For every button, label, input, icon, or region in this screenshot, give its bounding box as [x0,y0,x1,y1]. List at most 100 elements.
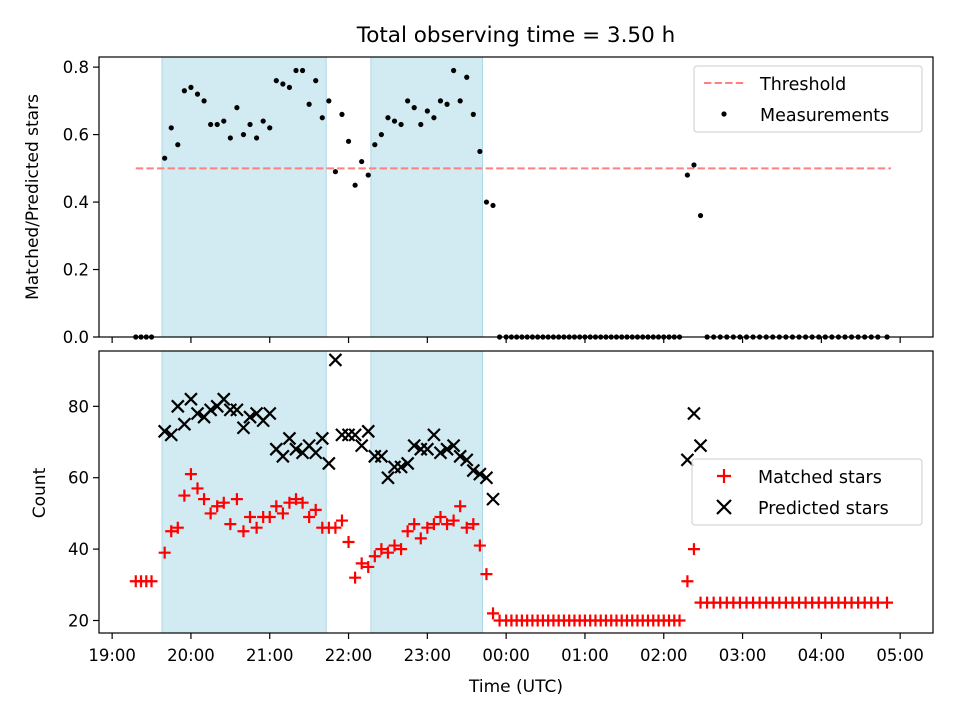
matched-stars-marker [178,489,191,502]
observing-window-shade [370,56,484,338]
observing-window-shades [161,350,484,634]
predicted-stars-marker [354,438,369,453]
matched-stars-marker [427,518,440,531]
observing-window-shade [161,56,327,338]
matched-stars-marker [217,496,230,509]
predicted-stars-marker [203,403,218,417]
matched-stars-marker [381,546,394,559]
measurement-point [352,182,358,188]
matched-legend-label: Matched stars [758,468,882,488]
measurement-point [418,121,424,128]
x-tick-label: 21:00 [246,646,294,665]
matched-stars-marker [309,503,322,516]
predicted-legend-swatch [716,499,732,515]
measurements-legend-label: Measurements [760,106,889,126]
matched-stars-marker [290,493,303,506]
measurement-point [168,125,174,131]
x-tick-label: 05:00 [876,646,924,665]
predicted-stars-marker [440,442,454,456]
predicted-stars-marker [453,449,467,464]
measurement-point [490,202,496,209]
matched-stars-marker [480,568,493,581]
x-axis-label: Time (UTC) [468,677,563,697]
threshold-legend-label: Threshold [759,75,846,95]
measurement-point [234,105,240,111]
measurement-point [299,67,306,74]
matched-stars-marker [467,518,480,531]
count-panel: 20 40 60 80 19:00 20:00 21:00 22:00 23:00 00:00 01… [30,350,934,697]
x-tick-label: 22:00 [325,646,373,665]
predicted-stars-marker [190,406,205,421]
count-axes: 20 40 60 80 19:00 20:00 21:00 22:00 23:00 00:00 01… [68,350,934,665]
measurement-point [378,131,384,138]
y-tick-label: 80 [68,397,89,416]
measurement-point [405,98,411,104]
predicted-stars-marker [177,417,192,431]
matched-stars-marker [145,575,158,588]
predicted-stars-marker [680,453,695,467]
measurement-point [162,155,168,161]
observing-window-shade [161,350,327,634]
matched-stars-marker [263,510,276,523]
observing-window-shade [370,350,484,634]
measurement-point [437,98,444,104]
x-tick-label: 00:00 [482,646,530,665]
matched-stars-marker [191,482,204,495]
observing-window-shades [161,56,484,338]
measurement-point [326,98,332,104]
measurement-point [684,172,690,178]
matched-legend-swatch [717,469,731,483]
measurements-legend-swatch [721,111,727,117]
x-tick-label: 20:00 [167,646,215,665]
matched-stars-marker [303,510,316,523]
figure-title: Total observing time = 3.50 h [356,23,676,48]
predicted-stars-marker [236,420,251,435]
measurement-point [424,108,430,114]
measurement-point [273,78,279,84]
x-tick-label: 04:00 [798,646,846,665]
measurement-point [175,142,181,148]
measurement-point [313,78,319,84]
predicted-stars-marker [164,428,179,442]
matched-stars-marker [283,496,296,509]
y-tick-label: 0.6 [63,126,89,145]
matched-stars-marker [158,546,171,559]
matched-stars-marker [454,500,467,513]
measurement-point [319,115,325,121]
predicted-stars-marker [407,438,421,453]
matched-stars-marker [198,493,211,506]
y-tick-label: 0.4 [63,193,89,212]
matched-stars-marker [171,521,184,534]
predicted-stars-marker [374,449,389,464]
ratio-y-axis-label: Matched/Predicted stars [23,94,43,300]
matched-stars-marker [460,521,473,534]
measurement-point [247,121,253,128]
measurement-point [431,115,437,121]
predicted-stars-marker [400,456,415,471]
predicted-stars-marker [466,463,481,478]
predicted-stars-marker [459,453,474,467]
y-tick-label: 20 [68,612,89,631]
measurement-point [457,98,463,104]
measurement-point [280,81,286,87]
measurement-point [372,142,378,148]
measurement-point [240,131,247,138]
measurement-point [286,84,293,90]
y-tick-label: 0.8 [63,58,89,77]
measurement-point [201,98,207,104]
measurement-point [464,74,470,80]
predicted-stars-marker [171,399,185,414]
matched-stars-marker [250,521,263,534]
plot-frame [98,350,934,634]
matched-stars-marker [244,510,257,523]
matched-stars-marker [230,493,243,506]
measurement-point [221,118,227,124]
measurement-point [444,101,450,107]
x-tick-label: 03:00 [719,646,767,665]
predicted-stars-marker [308,445,323,460]
predicted-stars-marker [394,460,408,474]
predicted-stars-marker [157,424,172,439]
count-legend: Matched stars Predicted stars [691,458,923,526]
matched-stars-marker [184,468,197,481]
predicted-stars-marker [243,410,257,424]
